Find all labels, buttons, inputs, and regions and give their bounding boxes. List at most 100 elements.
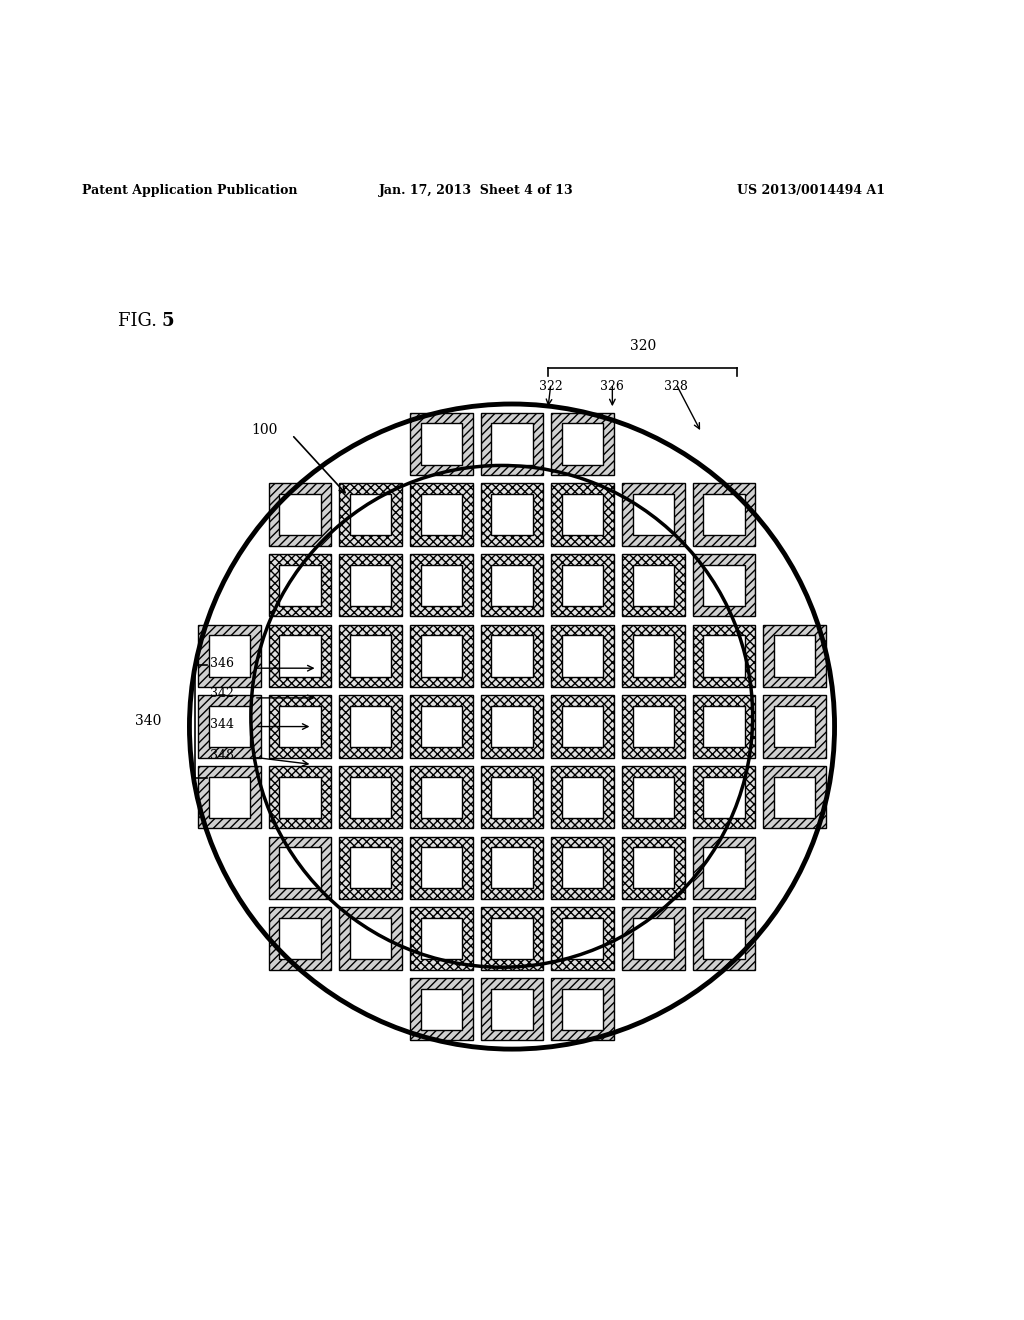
Bar: [209, 635, 250, 677]
Bar: [410, 483, 473, 546]
Bar: [562, 847, 603, 888]
Bar: [199, 624, 260, 688]
Bar: [268, 483, 332, 546]
Text: 342: 342: [210, 688, 233, 701]
Bar: [268, 696, 332, 758]
Bar: [492, 847, 532, 888]
Bar: [421, 494, 462, 535]
Bar: [481, 696, 543, 758]
Bar: [623, 624, 685, 688]
Bar: [633, 847, 674, 888]
Bar: [340, 696, 401, 758]
Bar: [340, 624, 401, 688]
Bar: [350, 847, 391, 888]
Bar: [280, 776, 321, 818]
Bar: [481, 978, 543, 1040]
Bar: [764, 624, 825, 688]
Text: 344: 344: [210, 718, 233, 731]
Bar: [199, 696, 260, 758]
Bar: [623, 837, 685, 899]
Text: US 2013/0014494 A1: US 2013/0014494 A1: [737, 183, 886, 197]
Bar: [623, 554, 685, 616]
Bar: [633, 635, 674, 677]
Bar: [492, 424, 532, 465]
Bar: [703, 847, 744, 888]
Bar: [693, 766, 756, 829]
Text: 326: 326: [600, 380, 625, 393]
Bar: [551, 696, 613, 758]
Bar: [481, 766, 543, 829]
Text: Patent Application Publication: Patent Application Publication: [82, 183, 297, 197]
Text: 100: 100: [251, 422, 278, 437]
Bar: [492, 565, 532, 606]
Bar: [551, 413, 613, 475]
Bar: [551, 483, 613, 546]
Bar: [774, 635, 815, 677]
Bar: [280, 847, 321, 888]
Bar: [268, 624, 332, 688]
Bar: [421, 989, 462, 1030]
Bar: [623, 766, 685, 829]
Bar: [350, 706, 391, 747]
Text: 320: 320: [630, 339, 656, 352]
Bar: [492, 706, 532, 747]
Bar: [562, 917, 603, 960]
Bar: [693, 624, 756, 688]
Bar: [209, 776, 250, 818]
Bar: [421, 917, 462, 960]
Bar: [633, 776, 674, 818]
Bar: [410, 837, 473, 899]
Bar: [551, 907, 613, 970]
Bar: [481, 554, 543, 616]
Bar: [551, 624, 613, 688]
Bar: [633, 494, 674, 535]
Bar: [562, 635, 603, 677]
Text: 5: 5: [162, 312, 174, 330]
Bar: [633, 917, 674, 960]
Bar: [703, 635, 744, 677]
Bar: [562, 776, 603, 818]
Bar: [492, 494, 532, 535]
Bar: [551, 978, 613, 1040]
Bar: [551, 766, 613, 829]
Bar: [481, 837, 543, 899]
Text: 322: 322: [539, 380, 563, 393]
Text: 346: 346: [210, 656, 233, 669]
Bar: [268, 907, 332, 970]
Bar: [350, 494, 391, 535]
Bar: [340, 483, 401, 546]
Bar: [481, 624, 543, 688]
Bar: [481, 907, 543, 970]
Bar: [209, 706, 250, 747]
Bar: [623, 907, 685, 970]
Bar: [421, 635, 462, 677]
Bar: [703, 706, 744, 747]
Bar: [410, 696, 473, 758]
Bar: [350, 917, 391, 960]
Bar: [703, 776, 744, 818]
Bar: [703, 565, 744, 606]
Bar: [633, 706, 674, 747]
Bar: [623, 696, 685, 758]
Bar: [340, 554, 401, 616]
Bar: [693, 837, 756, 899]
Bar: [774, 706, 815, 747]
Text: 348: 348: [210, 748, 233, 762]
Bar: [280, 706, 321, 747]
Bar: [421, 847, 462, 888]
Bar: [350, 635, 391, 677]
Bar: [421, 424, 462, 465]
Bar: [562, 494, 603, 535]
Bar: [492, 989, 532, 1030]
Bar: [350, 776, 391, 818]
Bar: [410, 907, 473, 970]
Bar: [280, 494, 321, 535]
Bar: [340, 766, 401, 829]
Bar: [492, 635, 532, 677]
Bar: [693, 554, 756, 616]
Bar: [410, 978, 473, 1040]
Bar: [693, 483, 756, 546]
Bar: [268, 554, 332, 616]
Bar: [340, 907, 401, 970]
Bar: [410, 624, 473, 688]
